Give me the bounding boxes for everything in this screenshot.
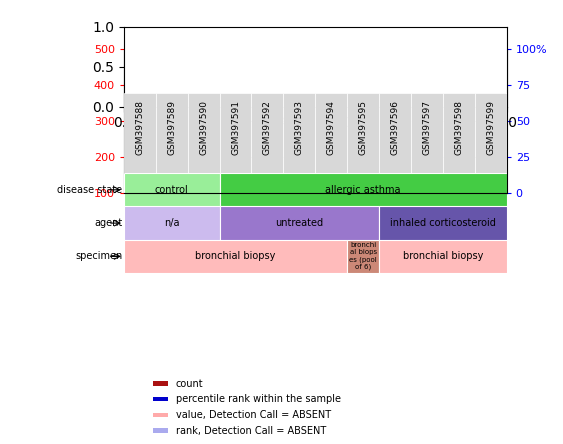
Text: percentile rank within the sample: percentile rank within the sample bbox=[176, 394, 341, 404]
Text: inhaled corticosteroid: inhaled corticosteroid bbox=[390, 218, 496, 228]
Text: specimen: specimen bbox=[75, 251, 122, 262]
Bar bbox=[283, 93, 315, 173]
Bar bbox=[451, 174, 467, 193]
Text: GSM397593: GSM397593 bbox=[295, 99, 304, 155]
Text: GSM397597: GSM397597 bbox=[422, 99, 431, 155]
Bar bbox=[153, 381, 168, 386]
Bar bbox=[153, 428, 168, 432]
Bar bbox=[124, 93, 156, 173]
Text: GSM397591: GSM397591 bbox=[231, 99, 240, 155]
Text: GSM397595: GSM397595 bbox=[359, 99, 368, 155]
Text: GSM397592: GSM397592 bbox=[263, 99, 272, 155]
Bar bbox=[132, 82, 148, 193]
Text: agent: agent bbox=[94, 218, 122, 228]
Bar bbox=[347, 49, 379, 193]
Bar bbox=[411, 49, 443, 193]
Bar bbox=[153, 397, 168, 401]
Bar bbox=[387, 173, 403, 193]
Bar bbox=[315, 49, 347, 193]
Bar bbox=[260, 151, 275, 193]
Bar bbox=[252, 93, 283, 173]
Text: disease state: disease state bbox=[57, 185, 122, 195]
Bar bbox=[124, 173, 220, 206]
Bar bbox=[323, 76, 339, 193]
Bar bbox=[475, 49, 507, 193]
Bar bbox=[411, 93, 443, 173]
Bar bbox=[379, 93, 411, 173]
Bar bbox=[347, 93, 379, 173]
Bar bbox=[379, 240, 507, 273]
Bar bbox=[124, 49, 156, 193]
Text: value, Detection Call = ABSENT: value, Detection Call = ABSENT bbox=[176, 410, 331, 420]
Bar bbox=[379, 49, 411, 193]
Text: GSM397599: GSM397599 bbox=[486, 99, 495, 155]
Bar bbox=[347, 240, 379, 273]
Bar bbox=[156, 49, 187, 193]
Text: count: count bbox=[176, 379, 203, 388]
Text: GSM397594: GSM397594 bbox=[327, 99, 336, 155]
Bar bbox=[443, 93, 475, 173]
Bar bbox=[443, 49, 475, 193]
Bar bbox=[187, 93, 220, 173]
Title: GDS4417 / 587_at: GDS4417 / 587_at bbox=[252, 32, 378, 47]
Text: GSM397589: GSM397589 bbox=[167, 99, 176, 155]
Bar bbox=[315, 93, 347, 173]
Bar bbox=[220, 93, 252, 173]
Text: bronchial biopsy: bronchial biopsy bbox=[403, 251, 483, 262]
Bar bbox=[187, 49, 220, 193]
Text: GSM397588: GSM397588 bbox=[135, 99, 144, 155]
Bar bbox=[196, 161, 212, 193]
Text: control: control bbox=[155, 185, 189, 195]
Bar bbox=[475, 93, 507, 173]
Bar bbox=[252, 49, 283, 193]
Bar bbox=[124, 206, 220, 240]
Bar bbox=[124, 240, 347, 273]
Bar bbox=[379, 206, 507, 240]
Text: GSM397598: GSM397598 bbox=[454, 99, 463, 155]
Bar bbox=[220, 206, 379, 240]
Text: bronchi
al biops
es (pool
of 6): bronchi al biops es (pool of 6) bbox=[349, 242, 377, 270]
Bar bbox=[153, 413, 168, 417]
Bar bbox=[164, 135, 180, 193]
Bar bbox=[283, 49, 315, 193]
Bar bbox=[355, 153, 371, 193]
Text: bronchial biopsy: bronchial biopsy bbox=[195, 251, 276, 262]
Text: GSM397590: GSM397590 bbox=[199, 99, 208, 155]
Text: rank, Detection Call = ABSENT: rank, Detection Call = ABSENT bbox=[176, 425, 326, 436]
Text: GSM397596: GSM397596 bbox=[391, 99, 400, 155]
Text: n/a: n/a bbox=[164, 218, 180, 228]
Bar bbox=[419, 135, 435, 193]
Bar bbox=[156, 93, 187, 173]
Bar bbox=[220, 173, 507, 206]
Bar bbox=[220, 49, 252, 193]
Bar bbox=[227, 174, 243, 193]
Text: untreated: untreated bbox=[275, 218, 323, 228]
Text: allergic asthma: allergic asthma bbox=[325, 185, 401, 195]
